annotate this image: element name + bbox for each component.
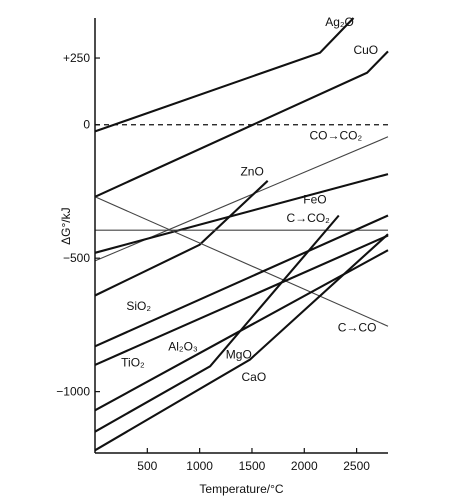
series-line-feo bbox=[94, 173, 389, 254]
y-tick-label: 0 bbox=[83, 118, 90, 132]
series-label-tio2: TiO₂ bbox=[121, 355, 145, 369]
series-line-co-to-co2 bbox=[94, 136, 389, 262]
series-label-al2o3: Al₂O₃ bbox=[168, 339, 198, 353]
axes bbox=[94, 18, 388, 454]
plot-area bbox=[94, 17, 389, 452]
series-label-ag2o: Ag₂O bbox=[325, 15, 354, 29]
series-label-co-to-co2: CO→CO₂ bbox=[310, 128, 363, 142]
series-label-mgo: MgO bbox=[226, 347, 252, 361]
series-line-cuo bbox=[94, 50, 389, 198]
x-tick-label: 1000 bbox=[186, 459, 213, 473]
x-tick-label: 2000 bbox=[291, 459, 318, 473]
ticks: 500 1000 1500 2000 2500 +250 0 −500 −1000 bbox=[56, 51, 370, 473]
series-label-zno: ZnO bbox=[240, 164, 263, 178]
series-line-zno bbox=[94, 180, 269, 297]
series-label-feo: FeO bbox=[303, 192, 326, 206]
series-line-sio2 bbox=[94, 214, 389, 348]
series-line-ag2o bbox=[94, 17, 355, 133]
x-tick-label: 2500 bbox=[343, 459, 370, 473]
series-label-cao: CaO bbox=[242, 370, 267, 384]
series-line-tio2 bbox=[94, 234, 389, 366]
y-tick-label: +250 bbox=[63, 51, 90, 65]
y-axis-title: ΔG°/kJ bbox=[59, 207, 73, 244]
series-label-c-to-co: C→CO bbox=[338, 321, 377, 335]
series-line-c-to-co bbox=[94, 196, 389, 327]
x-tick-label: 500 bbox=[137, 459, 157, 473]
y-tick-label: −1000 bbox=[56, 385, 90, 399]
x-axis-title: Temperature/°C bbox=[199, 482, 283, 496]
series-line-cao bbox=[94, 233, 389, 452]
series-labels: Ag₂O CuO CO→CO₂ ZnO FeO C→CO₂ SiO₂ C→CO Al₂O₃ MgO… bbox=[121, 15, 378, 384]
series-label-c-to-co2: C→CO₂ bbox=[286, 211, 330, 225]
series-label-sio2: SiO₂ bbox=[126, 299, 151, 313]
x-tick-label: 1500 bbox=[239, 459, 266, 473]
y-tick-label: −500 bbox=[63, 251, 90, 265]
series-line-mgo bbox=[94, 214, 340, 433]
series-label-cuo: CuO bbox=[353, 43, 378, 57]
